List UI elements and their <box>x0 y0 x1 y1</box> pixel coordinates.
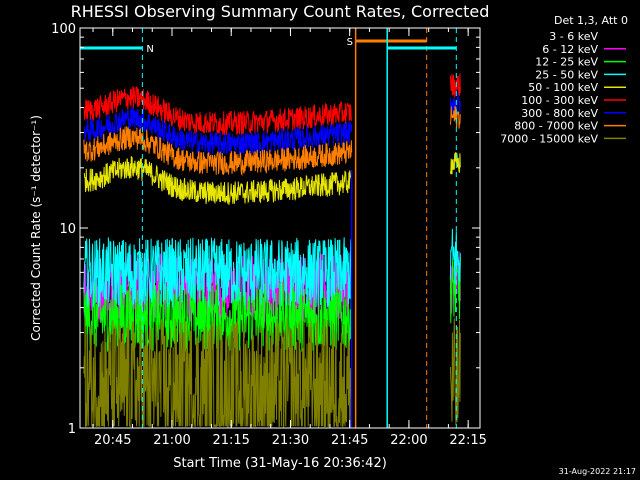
series-line <box>83 92 461 156</box>
annotation-layer: NS <box>80 28 457 428</box>
series-line <box>83 152 461 205</box>
legend-header: Det 1,3, Att 0 <box>554 14 628 27</box>
x-tick-label: 21:15 <box>212 433 249 448</box>
y-tick-label: 100 <box>51 22 76 37</box>
annotation-label: N <box>146 44 153 55</box>
series-line <box>83 105 461 177</box>
legend-label: 800 - 7000 keV <box>514 120 598 133</box>
y-tick-label: 1 <box>68 422 76 437</box>
x-tick-label: 22:00 <box>390 433 427 448</box>
series-line <box>83 73 461 136</box>
x-axis-label: Start Time (31-May-16 20:36:42) <box>173 456 387 471</box>
legend-label: 25 - 50 keV <box>535 68 598 81</box>
annotation-label: S <box>347 37 353 48</box>
legend-label: 7000 - 15000 keV <box>500 132 598 145</box>
legend-label: 3 - 6 keV <box>549 30 598 43</box>
footer-date: 31-Aug-2022 21:17 <box>559 467 636 476</box>
legend-label: 6 - 12 keV <box>542 43 598 56</box>
series-line <box>83 317 461 429</box>
legend-label: 50 - 100 keV <box>528 81 598 94</box>
y-axis-label: Corrected Count Rate (s⁻¹ detector⁻¹) <box>29 115 43 341</box>
y-tick-label: 10 <box>59 222 76 237</box>
series-line <box>83 228 461 308</box>
series-layer <box>83 73 461 429</box>
chart-title: RHESSI Observing Summary Count Rates, Co… <box>71 2 490 21</box>
legend-label: 100 - 300 keV <box>521 94 598 107</box>
x-tick-label: 21:30 <box>272 433 309 448</box>
axes-layer: 20:45 21:00 21:15 21:30 21:45 22:00 22:15 1 10 10… <box>51 22 487 448</box>
x-tick-label: 20:45 <box>94 433 131 448</box>
x-tick-label: 22:15 <box>449 433 486 448</box>
legend-label: 12 - 25 keV <box>535 56 598 69</box>
x-tick-label: 21:45 <box>331 433 368 448</box>
legend-label: 300 - 800 keV <box>521 107 598 120</box>
x-tick-label: 21:00 <box>153 433 190 448</box>
